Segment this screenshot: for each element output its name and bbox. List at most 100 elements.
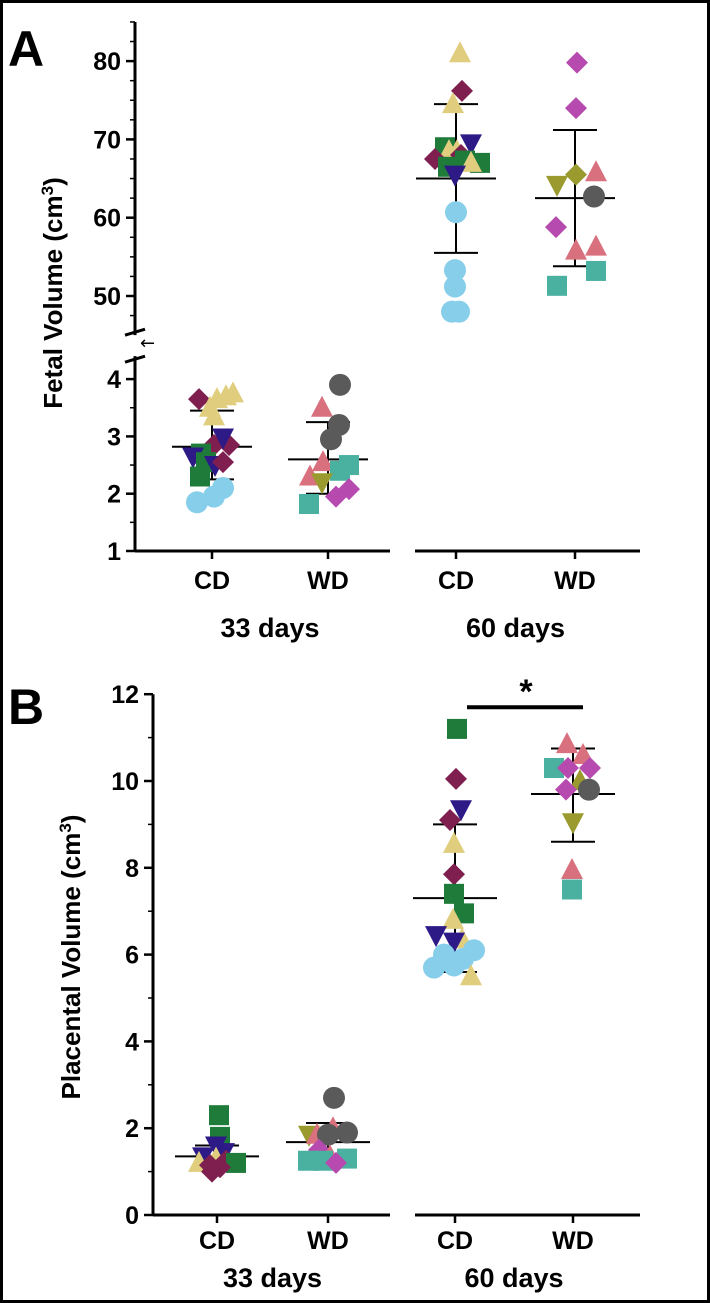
- panel-a-y-tick-label: 50: [93, 283, 121, 311]
- panel-b-y-axis-label-superscript: 3: [56, 823, 75, 832]
- panel-a-point-circle: [186, 491, 208, 514]
- panel-b-point-diamond: [579, 756, 601, 779]
- panel-b: B Placental Volume (cm3) 0 2 4 6 8 10 12 CD WD CD…: [8, 673, 640, 1293]
- panel-b-point-circle: [578, 778, 600, 801]
- panel-b-point-diamond: [555, 778, 577, 801]
- panel-b-point-diamond: [325, 1151, 347, 1174]
- panel-a-point-diamond: [545, 216, 567, 239]
- panel-a-label: A: [8, 21, 44, 77]
- panel-b-point-diamond: [443, 863, 465, 886]
- panel-b-point-invtriangle: [192, 1147, 214, 1169]
- panel-b-point-diamond: [557, 756, 579, 779]
- panel-b-category-label: WD: [552, 1227, 594, 1255]
- panel-b-point-triangle: [442, 907, 464, 929]
- panel-a-axis-break-mark-top: [124, 327, 146, 337]
- panel-a-axis-break-mark-bottom: [124, 354, 146, 364]
- panel-b-point-triangle: [556, 732, 578, 754]
- panel-b-point-circle: [423, 956, 445, 979]
- panel-b-point-invtriangle: [443, 932, 465, 954]
- panel-a-point-circle: [448, 300, 470, 323]
- panel-a-point-triangle: [203, 404, 225, 426]
- panel-a-point-triangle: [565, 238, 587, 260]
- panel-b-point-circle: [317, 1123, 339, 1146]
- panel-a-point-triangle: [311, 395, 333, 417]
- panel-a-point-triangle: [449, 41, 471, 63]
- panel-a-y-axis-label: Fetal Volume (cm3): [38, 177, 68, 409]
- panel-b-point-triangle: [443, 831, 465, 853]
- panel-b-point-square: [454, 903, 474, 924]
- panel-b-point-square: [226, 1152, 246, 1173]
- panel-b-y-tick-label: 12: [111, 681, 139, 709]
- panel-b-point-invtriangle: [425, 926, 447, 948]
- panel-a-category-label: WD: [307, 567, 349, 595]
- panel-a-y-axis-label-superscript: 3: [38, 186, 57, 195]
- panel-b-y-tick-label: 0: [125, 1202, 139, 1230]
- panel-b-point-diamond: [201, 1160, 223, 1183]
- panel-a-point-triangle: [585, 160, 607, 182]
- panel-a-point-circle: [203, 485, 225, 508]
- panel-a-point-diamond: [565, 163, 587, 186]
- panel-a-point-square: [299, 494, 319, 515]
- panel-a-point-diamond: [565, 97, 587, 120]
- panel-a-category-label: CD: [194, 567, 230, 595]
- panel-a-point-circle: [444, 259, 466, 282]
- panel-a-group-label: 60 days: [466, 613, 565, 643]
- panel-a-point-triangle: [460, 150, 482, 172]
- panel-a-point-invtriangle: [546, 175, 568, 197]
- panel-a-point-triangle: [442, 92, 464, 114]
- panel-a-point-circle: [444, 275, 466, 298]
- panel-b-category-label: WD: [307, 1227, 349, 1255]
- panel-b-point-invtriangle: [562, 813, 584, 835]
- panel-a-y-tick-label: 4: [107, 366, 121, 394]
- panel-a-point-circle: [329, 373, 351, 396]
- panel-b-point-diamond: [445, 767, 467, 790]
- panel-b-group-label: 60 days: [464, 1263, 563, 1293]
- panel-b-y-tick-label: 10: [111, 768, 139, 796]
- axis-break-arrow: ←: [140, 333, 155, 354]
- panel-a-point-square: [190, 466, 210, 487]
- panel-b-point-square: [447, 718, 467, 739]
- panel-a-point-triangle: [585, 234, 607, 256]
- panel-a-point-invtriangle: [212, 428, 234, 450]
- panel-b-point-square: [209, 1105, 229, 1126]
- panel-b-point-diamond: [439, 809, 461, 832]
- panel-a-point-circle: [583, 185, 605, 208]
- panel-a-point-square: [547, 275, 567, 296]
- panel-a: A Fetal Volume (cm3) ← 1 2 3 4 50 60 70 80 CD WD C…: [8, 21, 640, 643]
- panel-a-plot: 1 2 3 4 50 60 70 80 CD WD CD WD 33 days 60 days: [93, 21, 640, 643]
- panel-b-significance-star: *: [519, 673, 533, 711]
- panel-b-point-square: [562, 879, 582, 900]
- panel-b-point-circle: [443, 954, 465, 977]
- panel-a-point-invtriangle: [460, 134, 482, 156]
- panel-a-y-tick-label: 1: [107, 538, 121, 566]
- panel-a-point-diamond: [451, 79, 473, 102]
- panel-b-y-tick-label: 8: [125, 855, 139, 883]
- panel-a-point-diamond: [325, 485, 347, 508]
- panel-b-category-label: CD: [437, 1227, 473, 1255]
- panel-b-y-tick-label: 4: [125, 1028, 139, 1056]
- panel-a-point-diamond: [188, 388, 210, 411]
- panel-a-point-square: [586, 260, 606, 281]
- panel-b-point-square: [544, 757, 564, 778]
- panel-b-point-circle: [323, 1086, 345, 1109]
- panel-a-point-circle: [320, 428, 342, 451]
- panel-b-label: B: [8, 679, 44, 735]
- panel-b-point-circle: [336, 1121, 358, 1144]
- panel-a-y-tick-label: 70: [93, 126, 121, 154]
- panel-a-point-invtriangle: [311, 473, 333, 495]
- panel-a-point-square: [330, 460, 350, 481]
- panel-a-category-label: WD: [554, 567, 596, 595]
- panel-a-y-tick-label: 60: [93, 205, 121, 233]
- panel-a-y-tick-label: 80: [93, 48, 121, 76]
- panel-a-point-diamond: [566, 51, 588, 74]
- panel-b-point-invtriangle: [450, 800, 472, 822]
- panel-b-y-tick-label: 6: [125, 942, 139, 970]
- panel-b-y-tick-label: 2: [125, 1115, 139, 1143]
- panel-a-point-invtriangle: [444, 165, 466, 187]
- panel-a-group-label: 33 days: [220, 613, 319, 643]
- panel-b-point-triangle: [460, 964, 482, 986]
- panel-a-point-circle: [445, 201, 467, 224]
- panel-b-plot: 0 2 4 6 8 10 12 CD WD CD WD 33 days 60 days *: [111, 673, 640, 1293]
